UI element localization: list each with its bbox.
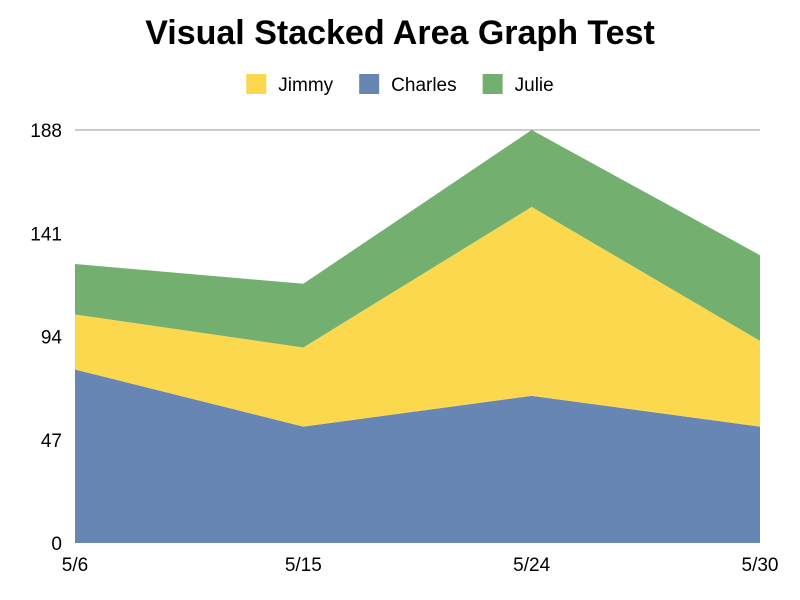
legend-swatch-jimmy bbox=[246, 74, 267, 94]
legend: Jimmy Charles Julie bbox=[246, 74, 554, 96]
area-jimmy bbox=[75, 206, 760, 427]
y-tick-label: 141 bbox=[30, 224, 62, 245]
area-layer bbox=[75, 130, 760, 543]
y-tick-label: 94 bbox=[41, 328, 63, 349]
y-axis-ticks: 0 47 94 141 188 bbox=[30, 121, 62, 555]
x-tick-label: 5/15 bbox=[285, 555, 322, 576]
x-axis-ticks: 5/6 5/15 5/24 5/30 bbox=[62, 555, 779, 576]
y-tick-label: 188 bbox=[30, 121, 62, 142]
legend-label-charles: Charles bbox=[391, 75, 456, 96]
legend-swatch-charles bbox=[359, 74, 380, 94]
legend-label-julie: Julie bbox=[515, 75, 554, 96]
area-julie bbox=[75, 130, 760, 348]
x-tick-label: 5/24 bbox=[513, 555, 550, 576]
area-charles bbox=[75, 369, 760, 543]
legend-label-jimmy: Jimmy bbox=[278, 75, 333, 96]
legend-swatch-julie bbox=[482, 74, 503, 94]
y-tick-label: 0 bbox=[51, 534, 62, 555]
chart-title: Visual Stacked Area Graph Test bbox=[145, 14, 655, 52]
x-tick-label: 5/6 bbox=[62, 555, 88, 576]
x-tick-label: 5/30 bbox=[742, 555, 779, 576]
y-tick-label: 47 bbox=[41, 431, 62, 452]
